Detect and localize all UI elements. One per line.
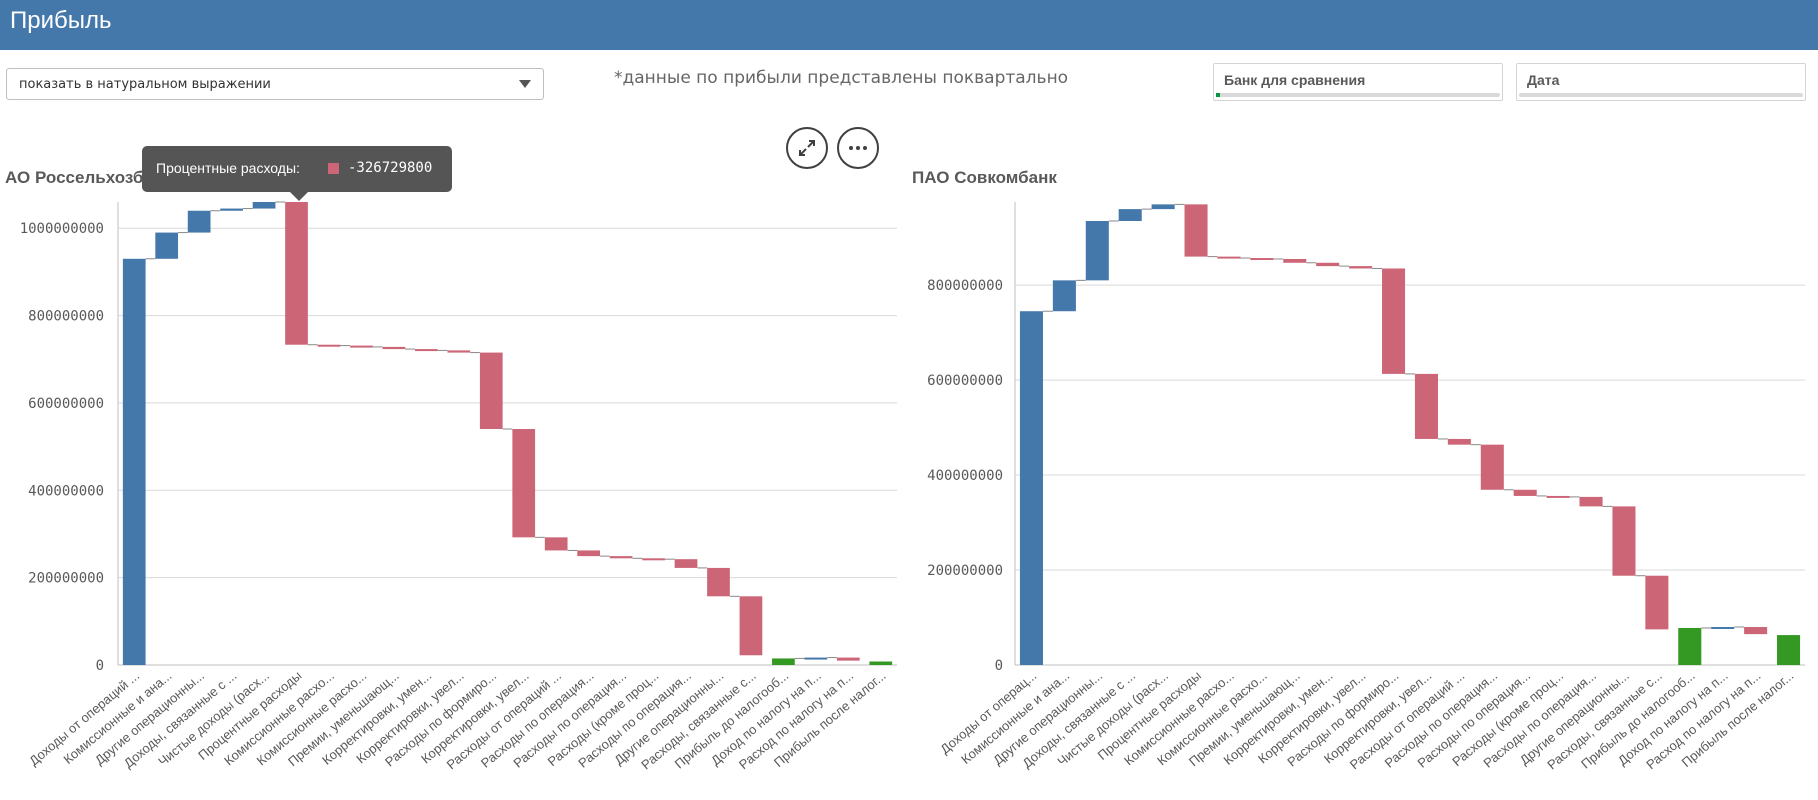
waterfall-bar[interactable] bbox=[1184, 204, 1208, 257]
display-mode-value: показать в натуральном выражении bbox=[19, 77, 271, 92]
waterfall-chart-left[interactable]: 0 200000000 400000000 600000000 800000000 100… bbox=[0, 190, 900, 800]
waterfall-bar[interactable] bbox=[544, 537, 568, 551]
waterfall-bar[interactable] bbox=[382, 346, 406, 350]
waterfall-bar[interactable] bbox=[122, 258, 146, 665]
waterfall-chart-right[interactable]: 0200000000400000000600000000800000000Дох… bbox=[905, 190, 1813, 800]
y-tick-label: 400000000 bbox=[28, 483, 104, 499]
filter-date[interactable]: Дата bbox=[1516, 63, 1806, 101]
page-title: Прибыль bbox=[10, 7, 112, 34]
tooltip-pointer bbox=[290, 192, 308, 201]
waterfall-bar[interactable] bbox=[869, 661, 893, 665]
waterfall-bar[interactable] bbox=[479, 352, 503, 430]
waterfall-bar[interactable] bbox=[772, 658, 795, 665]
chevron-down-icon bbox=[519, 80, 531, 88]
waterfall-bar[interactable] bbox=[1085, 220, 1109, 281]
y-tick-label: 600000000 bbox=[927, 373, 1003, 389]
chart-tooltip: Процентные расходы: -326729800 bbox=[142, 146, 452, 201]
waterfall-bar[interactable] bbox=[1283, 258, 1307, 263]
y-tick-label: 200000000 bbox=[28, 571, 104, 587]
tooltip-swatch bbox=[328, 163, 339, 174]
y-tick-label: 600000000 bbox=[28, 396, 104, 412]
waterfall-bar[interactable] bbox=[577, 550, 601, 557]
waterfall-bar[interactable] bbox=[1777, 635, 1801, 665]
waterfall-bar[interactable] bbox=[1447, 438, 1471, 445]
tooltip-label: Процентные расходы: bbox=[156, 160, 300, 176]
expand-icon bbox=[799, 140, 815, 156]
chart-title-left: АО Россельхозбанк bbox=[5, 168, 172, 187]
waterfall-bar[interactable] bbox=[1019, 311, 1043, 665]
waterfall-bar[interactable] bbox=[1678, 627, 1702, 665]
waterfall-bar[interactable] bbox=[1546, 495, 1570, 498]
filter-bank-comparison[interactable]: Банк для сравнения bbox=[1213, 63, 1503, 101]
waterfall-bar[interactable] bbox=[1217, 256, 1241, 259]
waterfall-bar[interactable] bbox=[317, 344, 341, 347]
filter-selected-indicator bbox=[1216, 93, 1220, 97]
waterfall-bar[interactable] bbox=[1250, 258, 1274, 261]
waterfall-bar[interactable] bbox=[512, 429, 536, 538]
y-tick-label: 800000000 bbox=[927, 278, 1003, 294]
waterfall-bar[interactable] bbox=[1711, 627, 1735, 630]
data-note: *данные по прибыли представлены покварта… bbox=[614, 68, 1069, 88]
waterfall-bar[interactable] bbox=[1480, 444, 1504, 490]
y-tick-label: 400000000 bbox=[927, 468, 1003, 484]
waterfall-bar[interactable] bbox=[1513, 489, 1537, 496]
waterfall-bar[interactable] bbox=[220, 208, 243, 211]
waterfall-bar[interactable] bbox=[187, 210, 211, 233]
waterfall-bar[interactable] bbox=[1744, 627, 1768, 635]
y-tick-label: 1000000000 bbox=[20, 221, 104, 237]
waterfall-bar[interactable] bbox=[1349, 266, 1373, 269]
filter-label: Дата bbox=[1527, 72, 1560, 88]
y-tick-label: 0 bbox=[96, 658, 104, 674]
waterfall-bar[interactable] bbox=[155, 232, 179, 259]
waterfall-bar[interactable] bbox=[1612, 506, 1636, 576]
waterfall-bar[interactable] bbox=[1579, 496, 1603, 507]
waterfall-bar[interactable] bbox=[285, 202, 308, 345]
waterfall-bar[interactable] bbox=[707, 567, 730, 597]
app-header: Прибыль bbox=[0, 0, 1818, 50]
waterfall-bar[interactable] bbox=[804, 657, 828, 660]
filter-label: Банк для сравнения bbox=[1224, 72, 1366, 88]
waterfall-bar[interactable] bbox=[447, 350, 471, 353]
waterfall-bar[interactable] bbox=[836, 657, 860, 661]
waterfall-bar[interactable] bbox=[1382, 268, 1406, 374]
more-options-button[interactable] bbox=[837, 127, 879, 169]
y-tick-label: 200000000 bbox=[927, 563, 1003, 579]
waterfall-bar[interactable] bbox=[642, 558, 665, 561]
waterfall-bar[interactable] bbox=[739, 596, 763, 656]
waterfall-bar[interactable] bbox=[1052, 280, 1076, 312]
waterfall-bar[interactable] bbox=[414, 349, 438, 352]
waterfall-bar[interactable] bbox=[1645, 575, 1669, 630]
waterfall-bar[interactable] bbox=[609, 556, 633, 559]
display-mode-dropdown[interactable]: показать в натуральном выражении bbox=[6, 68, 544, 100]
waterfall-bar[interactable] bbox=[1316, 262, 1340, 267]
waterfall-bar[interactable] bbox=[1151, 204, 1175, 210]
y-tick-label: 800000000 bbox=[28, 309, 104, 325]
waterfall-bar[interactable] bbox=[1414, 373, 1438, 439]
waterfall-bar[interactable] bbox=[350, 345, 373, 348]
tooltip-value: -326729800 bbox=[348, 160, 433, 176]
expand-button[interactable] bbox=[786, 127, 828, 169]
waterfall-bar[interactable] bbox=[1118, 209, 1142, 221]
more-icon bbox=[849, 146, 867, 150]
waterfall-bar[interactable] bbox=[252, 202, 276, 209]
chart-title-right: ПАО Совкомбанк bbox=[912, 168, 1057, 187]
y-tick-label: 0 bbox=[995, 658, 1003, 674]
filter-selection-bar bbox=[1519, 93, 1803, 97]
waterfall-bar[interactable] bbox=[674, 559, 698, 568]
filter-selection-bar bbox=[1216, 93, 1500, 97]
